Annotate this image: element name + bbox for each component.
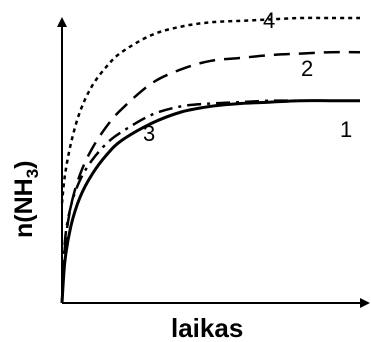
y-axis-label: n(NH3) [10,160,42,238]
curves [60,16,361,304]
y-axis-label-close: ) [10,160,38,168]
series-label-1: 1 [340,117,352,142]
series-label-4: 4 [263,8,275,33]
series-line-1 [60,99,360,304]
series-label-3: 3 [143,121,155,146]
series-line-2 [60,50,361,304]
x-axis-label: laikas [171,313,243,342]
y-axis-label-main: n(NH [10,178,38,238]
series-label-2: 2 [301,56,313,81]
series-line-3 [60,99,360,304]
series-line-4 [60,16,360,204]
y-axis-label-subscript: 3 [23,169,42,178]
